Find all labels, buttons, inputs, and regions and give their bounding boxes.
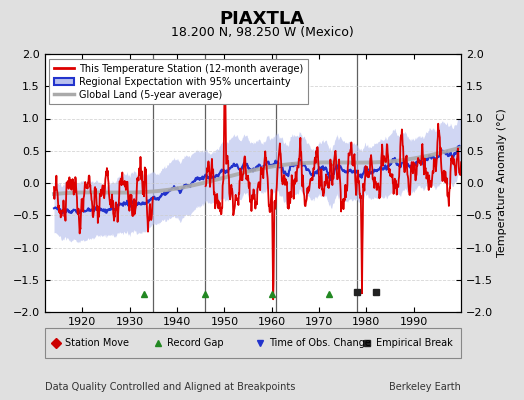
Text: Record Gap: Record Gap xyxy=(168,338,224,348)
Text: Time of Obs. Change: Time of Obs. Change xyxy=(269,338,372,348)
Text: 18.200 N, 98.250 W (Mexico): 18.200 N, 98.250 W (Mexico) xyxy=(171,26,353,39)
Text: Data Quality Controlled and Aligned at Breakpoints: Data Quality Controlled and Aligned at B… xyxy=(45,382,295,392)
Text: Station Move: Station Move xyxy=(66,338,129,348)
Y-axis label: Temperature Anomaly (°C): Temperature Anomaly (°C) xyxy=(497,109,507,257)
Text: Berkeley Earth: Berkeley Earth xyxy=(389,382,461,392)
Text: Empirical Break: Empirical Break xyxy=(376,338,452,348)
Legend: This Temperature Station (12-month average), Regional Expectation with 95% uncer: This Temperature Station (12-month avera… xyxy=(49,59,308,104)
Text: PIAXTLA: PIAXTLA xyxy=(220,10,304,28)
